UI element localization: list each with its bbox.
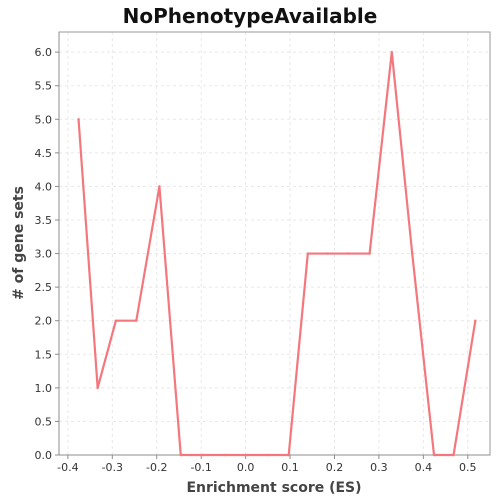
data-point (287, 453, 291, 457)
x-tick-label: 0.5 (459, 461, 477, 474)
y-tick-label: 3.0 (35, 248, 53, 261)
data-point (245, 453, 249, 457)
data-point (432, 453, 436, 457)
chart-title: NoPhenotypeAvailable (123, 4, 378, 28)
x-tick-label: -0.3 (102, 461, 123, 474)
y-tick-label: 1.5 (35, 348, 53, 361)
data-point (201, 453, 205, 457)
data-point (452, 453, 456, 457)
data-point (347, 252, 351, 256)
data-point (77, 117, 81, 121)
data-point (134, 319, 138, 323)
x-tick-label: 0.3 (370, 461, 388, 474)
y-tick-label: 6.0 (35, 46, 53, 59)
data-point (473, 319, 477, 323)
x-tick-label: -0.1 (190, 461, 211, 474)
axis-layer: -0.4 -0.3 -0.2 -0.1 0.0 0.1 0.2 0.3 0.4 0.5 0.0 0.5… (35, 32, 490, 474)
y-tick-label: 4.0 (35, 180, 53, 193)
data-point (368, 252, 372, 256)
data-point (223, 453, 227, 457)
x-tick-label: -0.2 (146, 461, 167, 474)
data-point (410, 252, 414, 256)
data-point (96, 386, 100, 390)
data-point (306, 252, 310, 256)
y-tick-label: 5.5 (35, 80, 53, 93)
series-layer (77, 50, 477, 457)
x-axis-label: Enrichment score (ES) (186, 480, 361, 496)
x-tick-label: 0.1 (281, 461, 299, 474)
series-line (77, 51, 477, 457)
data-point (114, 319, 118, 323)
data-point (179, 453, 183, 457)
y-tick-label: 2.5 (35, 281, 53, 294)
y-tick-label: 3.5 (35, 214, 53, 227)
x-tick-label: 0.4 (415, 461, 433, 474)
data-point (157, 184, 161, 188)
grid-layer (59, 32, 490, 456)
x-tick-label: 0.0 (237, 461, 255, 474)
y-tick-label: 4.5 (35, 147, 53, 160)
plot-frame (58, 31, 491, 456)
data-point (390, 50, 394, 54)
x-tick-label: -0.4 (57, 461, 78, 474)
y-tick-label: 2.0 (35, 315, 53, 328)
data-point (325, 252, 329, 256)
y-tick-label: 0.0 (35, 449, 53, 462)
y-tick-label: 5.0 (35, 113, 53, 126)
data-point (267, 453, 271, 457)
x-tick-label: 0.2 (326, 461, 344, 474)
y-tick-label: 0.5 (35, 415, 53, 428)
y-axis-label: # of gene sets (11, 186, 27, 300)
y-tick-label: 1.0 (35, 382, 53, 395)
